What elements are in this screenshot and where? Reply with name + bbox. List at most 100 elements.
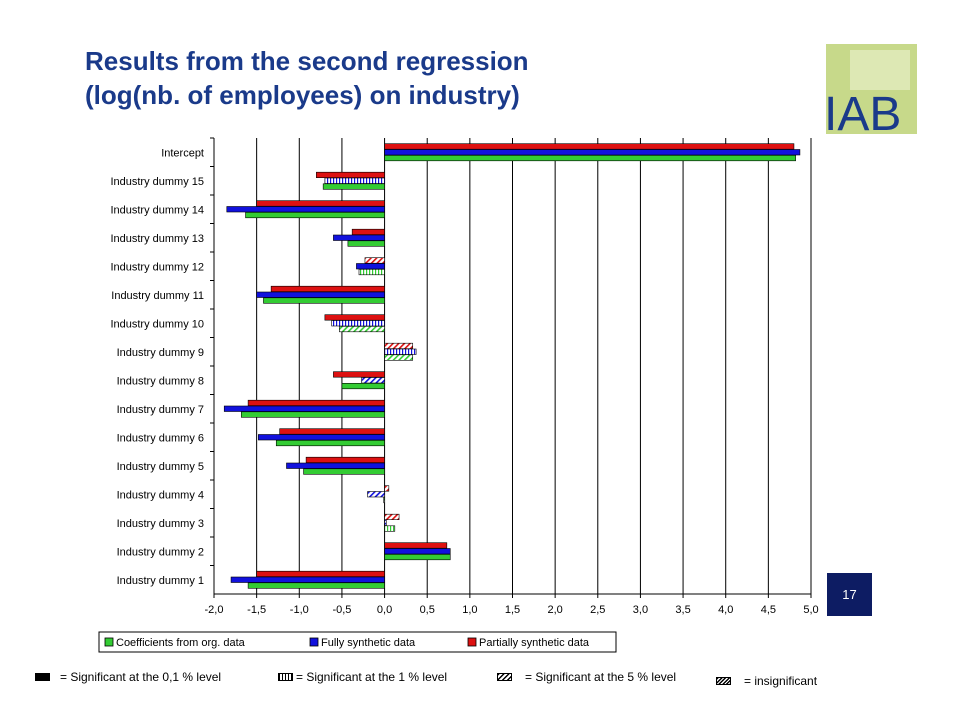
- x-tick-label: 1,0: [462, 604, 477, 616]
- y-tick-label: Industry dummy 12: [110, 261, 204, 273]
- bar-partially-synthetic-data: [384, 513, 400, 521]
- y-tick-label: Industry dummy 14: [110, 204, 204, 216]
- bar-partially-synthetic-data: [384, 485, 390, 492]
- bar-coefficients-from-org-data: [339, 325, 385, 333]
- diagonal-hatch-swatch-icon: [497, 673, 512, 681]
- title-line-2: (log(nb. of employees) on industry): [85, 80, 520, 110]
- x-tick-label: 3,5: [675, 604, 690, 616]
- series-legend-frame: [98, 631, 617, 653]
- y-tick-label: Industry dummy 6: [117, 432, 204, 444]
- sig-legend-item-0: = Significant at the 0,1 % level: [35, 670, 221, 684]
- page-title: Results from the second regression (log(…: [85, 44, 785, 112]
- y-tick-label: Industry dummy 1: [117, 575, 204, 587]
- y-tick-label: Industry dummy 2: [117, 546, 204, 558]
- sig-legend-item-2: = Significant at the 5 % level: [497, 670, 676, 684]
- bar-fully-synthetic-data: [367, 491, 385, 498]
- x-tick-label: -1,5: [247, 604, 266, 616]
- bar-partially-synthetic-data: [384, 342, 414, 350]
- bar-coefficients-from-org-data: [275, 439, 385, 447]
- bar-coefficients-from-org-data: [263, 297, 385, 304]
- bar-coefficients-from-org-data: [384, 155, 796, 162]
- bar-partially-synthetic-data: [333, 371, 385, 378]
- significance-legend: = Significant at the 0,1 % level = Signi…: [0, 670, 960, 700]
- y-tick-label: Industry dummy 3: [117, 518, 204, 530]
- bar-coefficients-from-org-data: [341, 382, 385, 390]
- bar-coefficients-from-org-data: [384, 553, 451, 561]
- legend-swatch-icon: [467, 637, 477, 647]
- bar-fully-synthetic-data: [384, 348, 417, 355]
- bar-partially-synthetic-data: [316, 171, 385, 178]
- y-tick-label: Industry dummy 15: [110, 176, 204, 188]
- bar-fully-synthetic-data: [384, 548, 451, 555]
- bar-coefficients-from-org-data: [347, 240, 385, 247]
- bar-partially-synthetic-data: [247, 399, 385, 407]
- x-tick-label: 2,5: [590, 604, 605, 616]
- bar-fully-synthetic-data: [384, 149, 801, 156]
- x-tick-label: 3,0: [633, 604, 648, 616]
- x-tick-label: 2,0: [547, 604, 562, 616]
- sig-legend-label: = Significant at the 1 % level: [296, 670, 448, 684]
- bar-fully-synthetic-data: [324, 177, 385, 184]
- bar-coefficients-from-org-data: [247, 582, 385, 589]
- bar-chart: -2,0 -1,5 -1,0 -0,5 0,0 0,5 1,0 1,5 2,0 2,5 3,0 3,5…: [98, 137, 819, 653]
- dense-hatch-swatch-icon: [716, 677, 731, 685]
- legend-swatch-icon: [104, 637, 114, 647]
- x-tick-label: 4,5: [761, 604, 776, 616]
- sig-legend-item-1: = Significant at the 1 % level: [278, 670, 447, 684]
- x-tick-label: 0,0: [377, 604, 392, 616]
- sig-legend-label: = insignificant: [744, 674, 818, 688]
- y-tick-label: Industry dummy 10: [110, 318, 204, 330]
- vertical-hatch-swatch-icon: [278, 673, 293, 681]
- x-tick-label: -2,0: [205, 604, 224, 616]
- bar-fully-synthetic-data: [256, 291, 385, 298]
- sig-legend-label: = Significant at the 0,1 % level: [60, 670, 222, 684]
- logo-text: IAB: [824, 88, 901, 134]
- x-tick-label: -1,0: [290, 604, 309, 616]
- bar-coefficients-from-org-data: [303, 468, 385, 475]
- bar-fully-synthetic-data: [356, 263, 385, 270]
- legend-swatch-icon: [309, 637, 319, 647]
- bar-partially-synthetic-data: [364, 257, 385, 264]
- bar-coefficients-from-org-data: [245, 212, 385, 219]
- y-tick-label: Intercept: [161, 147, 204, 159]
- x-tick-label: 4,0: [718, 604, 733, 616]
- bar-fully-synthetic-data: [331, 320, 385, 327]
- legend-label: Fully synthetic data: [321, 637, 416, 649]
- legend-label: Coefficients from org. data: [116, 637, 246, 649]
- iab-logo: IAB: [824, 44, 917, 134]
- y-tick-label: Industry dummy 5: [117, 461, 204, 473]
- bar-fully-synthetic-data: [223, 405, 385, 412]
- y-tick-label: Industry dummy 7: [117, 404, 204, 416]
- sig-legend-label: = Significant at the 5 % level: [525, 670, 677, 684]
- y-tick-label: Industry dummy 9: [117, 347, 204, 359]
- bar-coefficients-from-org-data: [240, 411, 385, 418]
- bar-coefficients-from-org-data: [384, 525, 396, 532]
- bar-fully-synthetic-data: [226, 206, 385, 213]
- bar-fully-synthetic-data: [230, 576, 385, 583]
- x-tick-label: -0,5: [332, 604, 351, 616]
- bar-fully-synthetic-data: [384, 519, 387, 526]
- title-line-1: Results from the second regression: [85, 46, 529, 76]
- bar-coefficients-from-org-data: [322, 183, 385, 190]
- bar-coefficients-from-org-data: [383, 496, 385, 504]
- x-tick-label: 0,5: [420, 604, 435, 616]
- bar-partially-synthetic-data: [256, 200, 385, 207]
- y-tick-label: Industry dummy 11: [111, 290, 204, 302]
- sig-legend-item-3: = insignificant: [716, 674, 817, 688]
- bar-partially-synthetic-data: [305, 456, 385, 464]
- bar-partially-synthetic-data: [256, 570, 385, 578]
- y-tick-label: Industry dummy 13: [110, 233, 204, 245]
- bar-partially-synthetic-data: [324, 314, 385, 321]
- solid-swatch-icon: [35, 673, 50, 681]
- bar-partially-synthetic-data: [384, 143, 795, 150]
- y-tick-label: Industry dummy 8: [117, 375, 204, 387]
- bar-fully-synthetic-data: [286, 462, 385, 469]
- bar-coefficients-from-org-data: [358, 268, 385, 276]
- bar-partially-synthetic-data: [270, 285, 385, 293]
- bar-fully-synthetic-data: [333, 234, 385, 241]
- bar-coefficients-from-org-data: [384, 354, 414, 361]
- x-tick-label: 1,5: [505, 604, 520, 616]
- bar-partially-synthetic-data: [351, 228, 385, 235]
- bar-partially-synthetic-data: [279, 428, 385, 435]
- y-tick-label: Industry dummy 4: [117, 489, 204, 501]
